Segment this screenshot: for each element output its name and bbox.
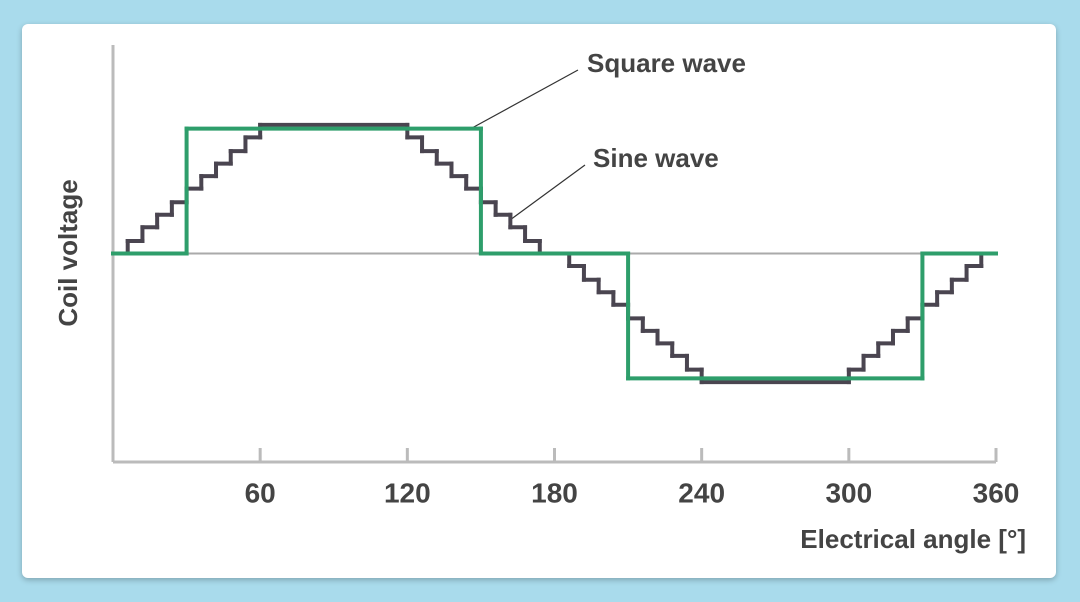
x-axis-label: Electrical angle [°]	[800, 524, 1026, 554]
x-tick-label: 300	[825, 477, 872, 508]
chart-card	[22, 24, 1056, 578]
leader-line	[509, 164, 586, 221]
x-tick-label: 360	[973, 477, 1020, 508]
leader-line	[471, 69, 579, 129]
x-tick-label: 180	[531, 477, 578, 508]
annotation: Square wave	[587, 48, 746, 78]
y-axis-label: Coil voltage	[53, 179, 83, 326]
annotation: Sine wave	[593, 143, 719, 173]
x-tick-label: 120	[384, 477, 431, 508]
x-tick-label: 240	[678, 477, 725, 508]
x-tick-label: 60	[245, 477, 276, 508]
